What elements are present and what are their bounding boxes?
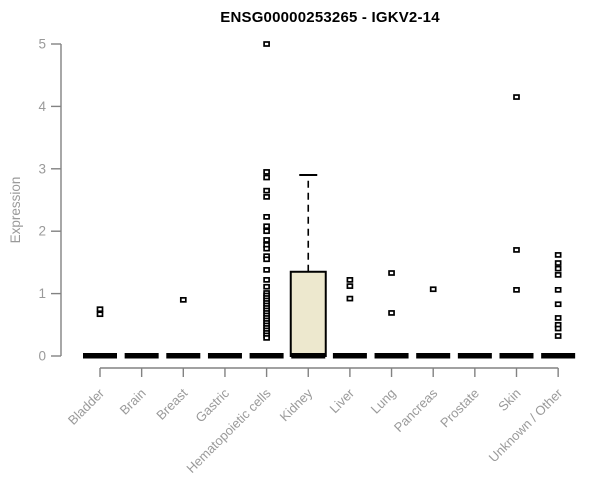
x-tick-label: Lung [368, 386, 399, 417]
x-tick-label: Liver [326, 385, 357, 416]
x-tick-label: Breast [153, 385, 190, 422]
outlier-point [263, 277, 270, 283]
outlier-point [346, 283, 354, 289]
outlier-point [554, 287, 562, 293]
outlier-point [554, 325, 562, 332]
boxplot-skin [499, 94, 534, 359]
median-bar [499, 353, 534, 359]
outlier-point [513, 247, 520, 253]
x-tick-label: Prostate [437, 386, 482, 431]
iqr-box [289, 270, 327, 358]
median-bar [457, 353, 492, 359]
y-axis: 0 1 2 3 4 5 [38, 37, 62, 364]
median-bar [374, 353, 409, 359]
x-tick-label: Skin [495, 386, 523, 414]
y-tick-label: 3 [38, 161, 46, 176]
outlier-point [263, 228, 270, 235]
boxplot-gastric [207, 353, 242, 359]
outlier-point [263, 335, 270, 341]
boxplot-brain [124, 353, 159, 359]
y-tick-label: 1 [38, 286, 46, 301]
median-bar [166, 353, 201, 359]
outlier-point [388, 270, 395, 276]
x-tick-label: Kidney [277, 385, 316, 424]
outlier-point [554, 301, 562, 308]
boxplot-kidney [289, 174, 327, 359]
outlier-point [263, 245, 270, 252]
outlier-point [263, 174, 270, 181]
outlier-point [263, 213, 270, 220]
outlier-point [263, 237, 270, 243]
outlier-point [554, 333, 562, 339]
boxplot-bladder [83, 306, 117, 359]
median-bar [83, 353, 117, 359]
outlier-point [179, 296, 187, 303]
median-bar [416, 353, 451, 359]
outlier-point [513, 94, 520, 100]
median-bar [124, 353, 159, 359]
outlier-point [263, 223, 270, 230]
outlier-point [263, 267, 270, 273]
x-tick-label: Unknown / Other [486, 385, 566, 465]
x-tick-label: Brain [117, 386, 149, 418]
outlier-point [263, 169, 270, 175]
outlier-point [263, 41, 270, 47]
outlier-point [263, 187, 270, 194]
outlier-point [96, 306, 104, 313]
y-tick-label: 0 [38, 349, 46, 364]
outlier-point [554, 260, 562, 266]
boxplot-liver [332, 277, 367, 359]
outlier-point [388, 310, 395, 316]
boxplot-unknown-other [541, 252, 576, 359]
median-bar [541, 353, 576, 359]
x-tick-label: Bladder [65, 385, 108, 428]
outlier-point [554, 315, 562, 321]
outlier-point [96, 311, 104, 318]
outlier-point [554, 265, 562, 272]
boxplot-pancreas [416, 286, 451, 359]
outlier-point [513, 287, 520, 293]
x-tick-label: Pancreas [391, 385, 441, 435]
outlier-point [554, 272, 562, 278]
boxplot-prostate [457, 353, 492, 359]
outlier-point [263, 256, 270, 263]
chart-title: ENSG00000253265 - IGKV2-14 [220, 9, 440, 26]
median-bar [291, 353, 326, 359]
outlier-point [346, 295, 354, 302]
boxplot-hematopoietic-cells [249, 41, 284, 359]
outlier-point [554, 252, 562, 258]
boxplot-lung [374, 270, 409, 359]
y-tick-label: 4 [38, 99, 46, 114]
median-bar [332, 353, 367, 359]
outlier-point [346, 277, 354, 283]
median-bar [249, 353, 284, 359]
outlier-point [263, 283, 270, 290]
median-bar [207, 353, 242, 359]
outlier-point [429, 286, 437, 293]
y-tick-label: 5 [38, 37, 46, 52]
x-tick-label: Gastric [192, 385, 232, 425]
outlier-point [263, 194, 270, 200]
y-tick-label: 2 [38, 224, 46, 239]
boxplot-breast [166, 296, 201, 359]
